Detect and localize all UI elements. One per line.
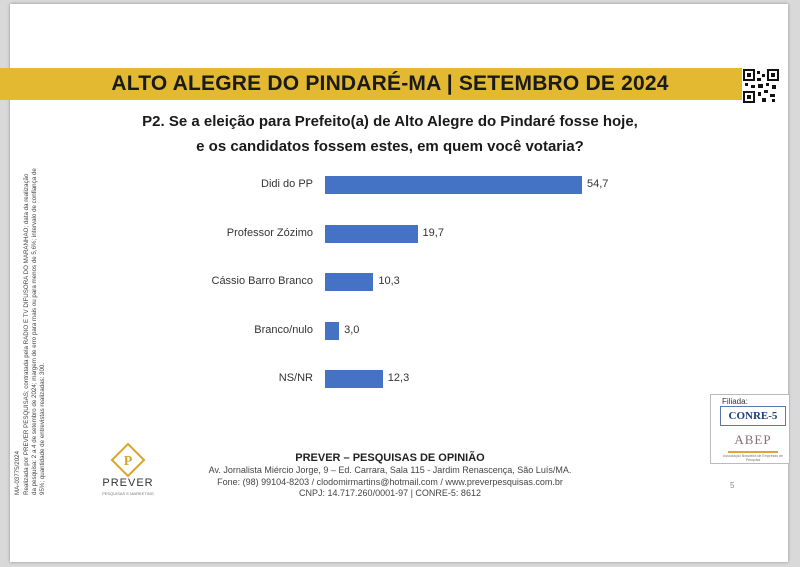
category-label: NS/NR [278,372,313,384]
qr-code-icon [742,68,780,104]
value-label: 12,3 [387,372,410,384]
page-number: 5 [730,481,735,490]
affiliation-label: Filiada: [722,397,748,406]
value-label: 19,7 [422,226,444,239]
bar [325,224,418,243]
abep-logo: ABEP [734,432,772,447]
conre-logo: CONRE-5 [720,406,786,426]
footer-contact: Fone: (98) 99104-8203 / clodomirmartins@… [217,477,563,487]
question-line-2: e os candidatos fossem estes, em quem vo… [196,138,584,155]
title-banner [0,68,780,100]
value-label: 10,3 [378,275,400,287]
logo-name: PREVER [102,477,154,489]
methodology-text: Realizada por PREVER PESQUISAS; contrata… [23,168,46,495]
bar [325,370,383,388]
category-label: Cássio Barro Branco [211,275,314,287]
footer-cnpj: CNPJ: 14.717.260/0001-97 | CONRE-5: 8612 [299,488,481,498]
footer-address: Av. Jornalista Miércio Jorge, 9 – Ed. Ca… [208,465,572,475]
bar [325,321,340,340]
prever-logo-icon: P [110,442,146,478]
abep-underline [728,451,778,453]
bar [325,176,582,194]
registration-code: MA-03775/2024 [14,450,21,495]
question-line-1: P2. Se a eleição para Prefeito(a) de Alt… [142,113,638,130]
value-label: 54,7 [587,178,609,190]
logo-subtitle: PESQUISAS E MARKETING [102,491,154,496]
page-title: ALTO ALEGRE DO PINDARÉ-MA | SETEMBRO DE … [111,72,669,95]
svg-text:P: P [124,454,133,469]
category-label: Branco/nulo [254,323,313,336]
footer-company: PREVER – PESQUISAS DE OPINIÃO [295,452,485,464]
category-label: Didi do PP [261,178,313,190]
value-label: 3,0 [344,323,360,336]
survey-registration-note: MA-03775/2024 Realizada por PREVER PESQU… [14,165,47,495]
category-label: Professor Zózimo [226,226,313,239]
abep-subtitle: Associação Brasileira de Empresas de Pes… [723,454,783,462]
bar [325,273,374,291]
